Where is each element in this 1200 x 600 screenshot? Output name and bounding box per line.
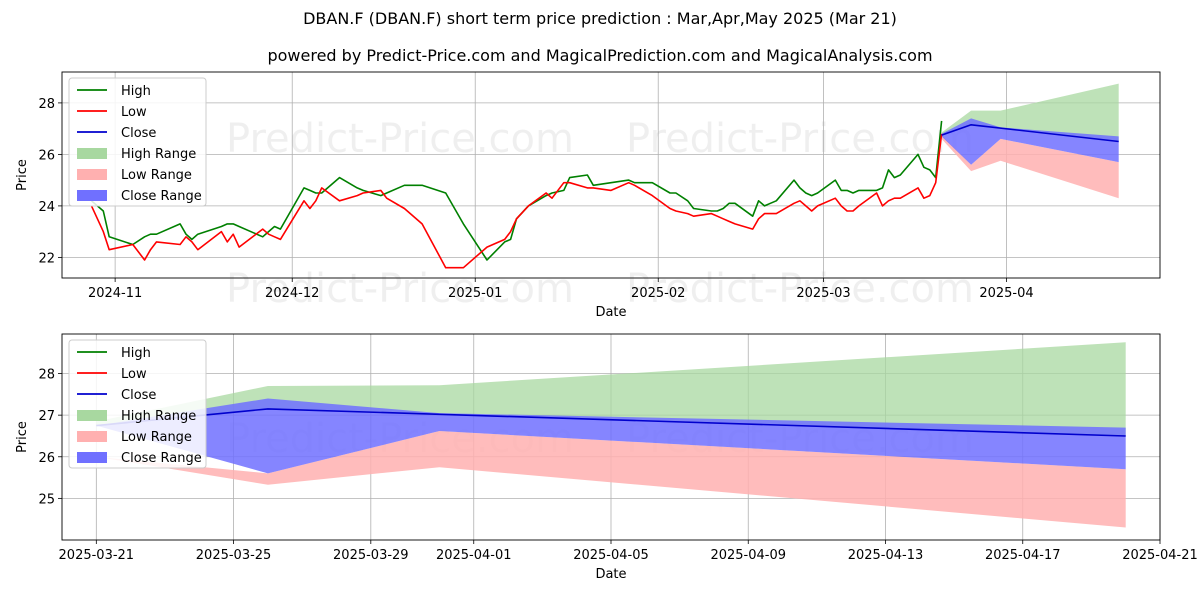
- plot-area: [90, 83, 1119, 269]
- legend-label-low: Low: [121, 105, 147, 120]
- y-tick-label: 25: [38, 492, 55, 507]
- chart-panel-1: Predict-Price.com Predict-Price.com Predic…: [15, 71, 1161, 320]
- legend-label-close: Close: [121, 388, 156, 403]
- legend-swatch-low-range: [77, 169, 107, 180]
- chart-title: DBAN.F (DBAN.F) short term price predict…: [303, 9, 897, 28]
- chart-subtitle: powered by Predict-Price.com and Magical…: [267, 46, 933, 65]
- x-tick-label: 2025-02: [631, 286, 685, 301]
- y-tick-label: 26: [38, 148, 55, 163]
- legend-label-close-range: Close Range: [121, 451, 202, 466]
- legend-label-low: Low: [121, 367, 147, 382]
- x-tick-label: 2024-12: [265, 286, 319, 301]
- watermark-text: Predict-Price.com: [226, 266, 574, 312]
- legend-swatch-high-range: [77, 148, 107, 159]
- y-tick-label: 28: [38, 368, 55, 383]
- legend-label-close: Close: [121, 126, 156, 141]
- legend-label-high: High: [121, 84, 151, 99]
- line-low: [90, 133, 943, 269]
- x-tick-label: 2025-04-13: [848, 548, 924, 563]
- watermark-text: Predict-Price.com: [626, 266, 974, 312]
- legend-swatch-close-range: [77, 452, 107, 463]
- area-high-range: [941, 83, 1119, 142]
- legend-label-high: High: [121, 346, 151, 361]
- x-tick-label: 2025-01: [448, 286, 502, 301]
- x-tick-label: 2025-04: [979, 286, 1033, 301]
- legend-label-close-range: Close Range: [121, 189, 202, 204]
- legend-label-high-range: High Range: [121, 147, 196, 162]
- x-tick-label: 2024-11: [88, 286, 142, 301]
- legend-swatch-high-range: [77, 410, 107, 421]
- x-tick-label: 2025-04-21: [1122, 548, 1198, 563]
- x-axis-label: Date: [595, 567, 626, 582]
- x-tick-label: 2025-03: [796, 286, 850, 301]
- legend-label-high-range: High Range: [121, 409, 196, 424]
- area-close-range: [96, 398, 1126, 474]
- legend-label-low-range: Low Range: [121, 430, 192, 445]
- line-high: [90, 120, 943, 261]
- x-axis-label: Date: [595, 305, 626, 320]
- x-tick-label: 2025-04-01: [436, 548, 512, 563]
- x-tick-label: 2025-04-09: [710, 548, 786, 563]
- axes-frame: [61, 333, 1161, 541]
- legend-label-low-range: Low Range: [121, 168, 192, 183]
- plot-area: [96, 342, 1126, 528]
- x-tick-label: 2025-03-29: [333, 548, 409, 563]
- y-axis-label: Price: [15, 159, 30, 191]
- area-low-range: [941, 135, 1119, 199]
- watermark-text: Predict-Price.com: [226, 116, 574, 162]
- legend-swatch-low-range: [77, 431, 107, 442]
- y-tick-label: 22: [38, 251, 55, 266]
- y-tick-label: 26: [38, 451, 55, 466]
- x-tick-label: 2025-03-25: [196, 548, 272, 563]
- area-low-range: [96, 431, 1126, 528]
- area-high-range: [96, 342, 1126, 436]
- y-tick-label: 27: [38, 409, 55, 424]
- chart-panel-2: Predict-Price.comPredict-Price.com2025-0…: [15, 333, 1198, 582]
- y-tick-label: 24: [38, 200, 55, 215]
- line-close: [941, 124, 1119, 143]
- x-tick-label: 2025-03-21: [59, 548, 135, 563]
- y-axis-label: Price: [15, 421, 30, 453]
- area-close-range: [941, 118, 1119, 165]
- legend-swatch-close-range: [77, 190, 107, 201]
- axes-frame: [61, 71, 1161, 279]
- x-tick-label: 2025-04-17: [985, 548, 1061, 563]
- watermark-text: Predict-Price.com: [626, 116, 974, 162]
- x-tick-label: 2025-04-05: [573, 548, 649, 563]
- y-tick-label: 28: [38, 97, 55, 112]
